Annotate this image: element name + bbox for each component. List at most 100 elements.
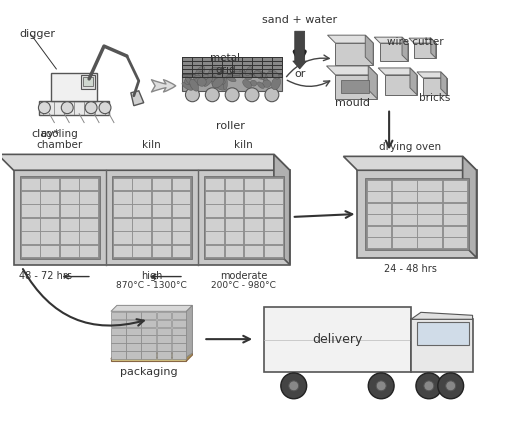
- Bar: [244, 204, 263, 217]
- Bar: [172, 191, 190, 204]
- Bar: [392, 214, 417, 225]
- Text: kiln: kiln: [142, 141, 161, 150]
- Bar: [205, 178, 224, 190]
- Polygon shape: [182, 74, 282, 91]
- Bar: [152, 191, 171, 204]
- Bar: [264, 191, 283, 204]
- Bar: [205, 218, 224, 230]
- Bar: [342, 80, 369, 93]
- Bar: [126, 352, 141, 359]
- Bar: [113, 245, 132, 257]
- Polygon shape: [357, 170, 477, 258]
- Ellipse shape: [184, 78, 193, 84]
- Polygon shape: [81, 75, 95, 89]
- Polygon shape: [39, 101, 109, 115]
- Bar: [79, 245, 98, 257]
- Ellipse shape: [211, 77, 220, 88]
- Bar: [264, 231, 283, 244]
- Bar: [40, 204, 59, 217]
- Bar: [264, 218, 283, 230]
- Polygon shape: [182, 57, 282, 77]
- Ellipse shape: [217, 70, 226, 81]
- Polygon shape: [385, 75, 417, 95]
- Bar: [224, 231, 243, 244]
- Bar: [392, 191, 417, 202]
- Ellipse shape: [197, 78, 206, 86]
- Polygon shape: [83, 77, 93, 86]
- Bar: [244, 245, 263, 257]
- Polygon shape: [131, 91, 144, 106]
- Polygon shape: [431, 38, 436, 58]
- Bar: [442, 203, 467, 214]
- Bar: [367, 191, 391, 202]
- Circle shape: [289, 381, 298, 391]
- Bar: [141, 344, 156, 351]
- Bar: [442, 179, 467, 190]
- Bar: [417, 191, 442, 202]
- Bar: [152, 231, 171, 244]
- Ellipse shape: [193, 75, 201, 82]
- Circle shape: [38, 102, 50, 114]
- Polygon shape: [111, 306, 193, 311]
- Polygon shape: [186, 351, 193, 361]
- Ellipse shape: [243, 80, 251, 88]
- Circle shape: [245, 88, 259, 102]
- Polygon shape: [365, 178, 468, 250]
- Circle shape: [446, 381, 456, 391]
- Bar: [172, 327, 186, 335]
- Bar: [392, 203, 417, 214]
- Bar: [40, 191, 59, 204]
- Bar: [126, 344, 141, 351]
- Bar: [21, 245, 40, 257]
- Polygon shape: [378, 68, 417, 75]
- Bar: [417, 214, 442, 225]
- Polygon shape: [327, 66, 377, 75]
- Polygon shape: [111, 357, 186, 361]
- Polygon shape: [374, 37, 408, 43]
- Bar: [21, 231, 40, 244]
- Ellipse shape: [271, 77, 281, 90]
- Text: sand + water: sand + water: [262, 15, 337, 25]
- Bar: [133, 204, 152, 217]
- Bar: [152, 245, 171, 257]
- Polygon shape: [441, 72, 447, 95]
- Bar: [40, 245, 59, 257]
- Ellipse shape: [195, 66, 205, 77]
- Bar: [172, 352, 186, 359]
- Bar: [133, 245, 152, 257]
- Circle shape: [438, 373, 464, 399]
- Text: drying oven: drying oven: [379, 142, 441, 152]
- Bar: [264, 204, 283, 217]
- Bar: [133, 231, 152, 244]
- Text: roller: roller: [216, 121, 245, 130]
- Ellipse shape: [212, 67, 223, 78]
- Bar: [417, 203, 442, 214]
- Ellipse shape: [185, 76, 193, 85]
- Ellipse shape: [199, 71, 206, 80]
- Bar: [152, 204, 171, 217]
- Ellipse shape: [208, 67, 217, 80]
- Ellipse shape: [215, 82, 226, 90]
- Bar: [113, 218, 132, 230]
- Polygon shape: [423, 78, 447, 95]
- Bar: [392, 226, 417, 237]
- Bar: [244, 231, 263, 244]
- Bar: [126, 335, 141, 343]
- Bar: [224, 191, 243, 204]
- Polygon shape: [417, 72, 447, 78]
- Bar: [126, 319, 141, 327]
- Bar: [141, 327, 156, 335]
- Bar: [133, 191, 152, 204]
- Ellipse shape: [261, 73, 266, 80]
- Ellipse shape: [204, 77, 212, 87]
- Circle shape: [61, 102, 73, 114]
- Polygon shape: [344, 157, 477, 170]
- Polygon shape: [368, 66, 377, 99]
- Text: bricks: bricks: [419, 93, 450, 103]
- Bar: [111, 311, 126, 319]
- Bar: [417, 226, 442, 237]
- Ellipse shape: [212, 77, 224, 88]
- Ellipse shape: [191, 78, 202, 87]
- Bar: [113, 191, 132, 204]
- Polygon shape: [293, 31, 307, 69]
